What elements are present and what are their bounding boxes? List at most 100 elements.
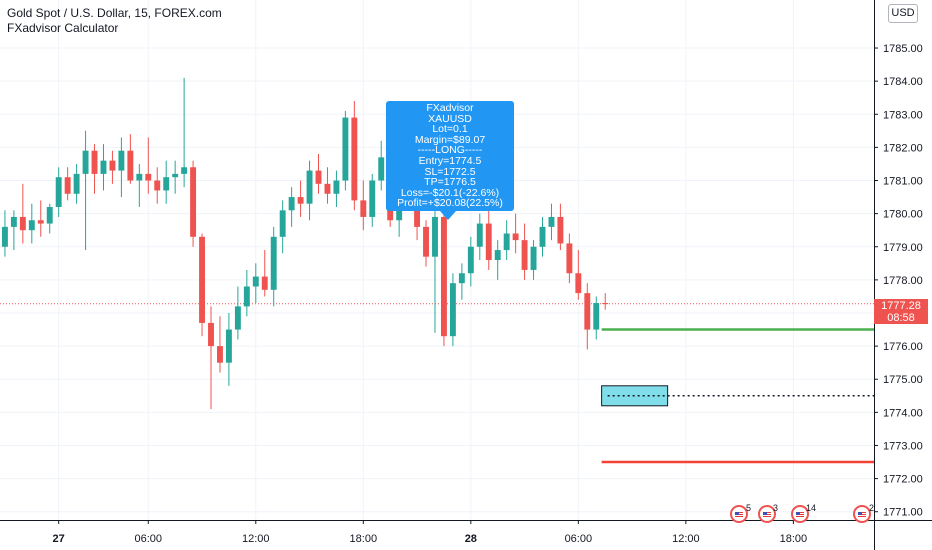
tooltip-line: FXadvisor bbox=[426, 102, 474, 114]
time-tick-label: 18:00 bbox=[780, 533, 808, 545]
candle-body bbox=[378, 157, 385, 181]
tooltip-line: Profit=+$20.08(22.5%) bbox=[397, 197, 503, 210]
time-tick-label: 27 bbox=[53, 533, 65, 545]
candle-body bbox=[181, 167, 188, 174]
candle-body bbox=[118, 150, 125, 171]
us-flag-icon[interactable] bbox=[853, 505, 871, 523]
time-tick-label: 06:00 bbox=[135, 533, 163, 545]
candle-body bbox=[19, 216, 26, 231]
time-axis-bg bbox=[0, 520, 932, 550]
candle-body bbox=[234, 306, 241, 330]
candle-body bbox=[145, 173, 152, 181]
candle-body bbox=[333, 180, 340, 194]
candle-body bbox=[521, 240, 528, 270]
candle-body bbox=[243, 286, 250, 307]
us-flag-icon[interactable] bbox=[791, 505, 809, 523]
candle-body bbox=[82, 150, 89, 174]
fxadvisor-tooltip: FXadvisor XAUUSD Lot=0.1 Margin=$89.07 -… bbox=[386, 101, 514, 211]
candle-body bbox=[539, 226, 546, 247]
candle-body bbox=[575, 273, 582, 294]
price-tick-label: 1773.00 bbox=[883, 440, 923, 452]
candle-body bbox=[512, 233, 519, 241]
symbol-title[interactable]: Gold Spot / U.S. Dollar, 15, FOREX.com bbox=[7, 6, 222, 20]
time-tick-label: 06:00 bbox=[565, 533, 593, 545]
candle-body bbox=[172, 173, 179, 178]
candle-body bbox=[1, 226, 8, 247]
candle-body bbox=[432, 216, 438, 257]
price-tick-label: 1780.00 bbox=[883, 209, 923, 221]
price-tick-label: 1775.00 bbox=[883, 374, 923, 386]
candle-body bbox=[252, 276, 259, 287]
tooltip-line: Lot=0.1 bbox=[432, 123, 468, 136]
time-tick-label: 12:00 bbox=[242, 533, 270, 545]
last-price-tag: 1777.28 08:58 bbox=[874, 299, 928, 324]
candle-body bbox=[208, 322, 214, 347]
currency-button[interactable]: USD bbox=[888, 4, 918, 23]
candle-body bbox=[324, 183, 331, 194]
time-tick-label: 18:00 bbox=[350, 533, 378, 545]
candle-body bbox=[109, 160, 116, 171]
candle-body bbox=[279, 210, 286, 237]
tooltip-line: Margin=$89.07 bbox=[414, 133, 486, 146]
candle-body bbox=[10, 216, 17, 227]
candle-body bbox=[306, 170, 313, 204]
candle-body bbox=[530, 246, 537, 270]
price-tick-label: 1784.00 bbox=[883, 76, 923, 88]
time-tick-label: 28 bbox=[465, 533, 477, 545]
candle-body bbox=[216, 346, 223, 363]
event-count: 2 bbox=[869, 503, 875, 513]
bar-countdown: 08:58 bbox=[887, 312, 915, 324]
last-price-value: 1777.28 bbox=[881, 300, 921, 312]
us-flag-icon[interactable] bbox=[730, 505, 748, 523]
chart-grid bbox=[0, 0, 874, 520]
candle-body bbox=[548, 216, 555, 227]
price-tick-label: 1783.00 bbox=[883, 109, 923, 121]
candle-body bbox=[485, 223, 492, 260]
price-tick-label: 1779.00 bbox=[883, 242, 923, 254]
candle-body bbox=[458, 273, 465, 284]
candle-body bbox=[593, 303, 600, 330]
candle-body bbox=[297, 197, 304, 204]
candle-body bbox=[154, 180, 161, 191]
candle-body bbox=[28, 220, 35, 231]
candle-body bbox=[288, 197, 295, 211]
price-tick-label: 1774.00 bbox=[883, 407, 923, 419]
candle-body bbox=[136, 173, 143, 181]
price-tick-label: 1782.00 bbox=[883, 142, 923, 154]
candle-body bbox=[127, 150, 134, 181]
candle-body bbox=[369, 180, 376, 217]
tooltip-line: SL=1772.5 bbox=[424, 165, 476, 178]
candlestick-series bbox=[1, 77, 609, 410]
candle-body bbox=[584, 293, 591, 330]
candle-body bbox=[315, 170, 322, 184]
price-tick-label: 1776.00 bbox=[883, 341, 923, 353]
candle-body bbox=[440, 216, 447, 337]
candle-body bbox=[360, 200, 367, 217]
candle-body bbox=[494, 250, 501, 260]
candle-body bbox=[64, 177, 71, 194]
tooltip-line: TP=1776.5 bbox=[424, 176, 476, 189]
candle-body bbox=[449, 283, 456, 337]
us-flag-icon[interactable] bbox=[758, 505, 776, 523]
candle-body bbox=[602, 303, 609, 305]
tooltip-line: Loss=-$20.1(-22.6%) bbox=[400, 186, 500, 199]
candle-body bbox=[467, 246, 474, 274]
tooltip-line: Entry=1774.5 bbox=[418, 154, 482, 167]
event-count: 5 bbox=[746, 503, 752, 513]
price-tick-label: 1785.00 bbox=[883, 43, 923, 55]
indicator-name[interactable]: FXadvisor Calculator bbox=[7, 21, 119, 35]
candle-body bbox=[503, 233, 510, 251]
price-axis-bg bbox=[874, 0, 932, 550]
time-tick-label: 12:00 bbox=[672, 533, 700, 545]
candle-body bbox=[163, 177, 170, 191]
candle-body bbox=[225, 329, 232, 363]
candle-body bbox=[199, 236, 205, 323]
candle-body bbox=[342, 117, 349, 181]
candle-body bbox=[566, 243, 573, 274]
candle-body bbox=[190, 167, 197, 237]
candle-body bbox=[351, 117, 358, 201]
event-count: 14 bbox=[806, 503, 817, 513]
event-count: 3 bbox=[773, 503, 779, 513]
